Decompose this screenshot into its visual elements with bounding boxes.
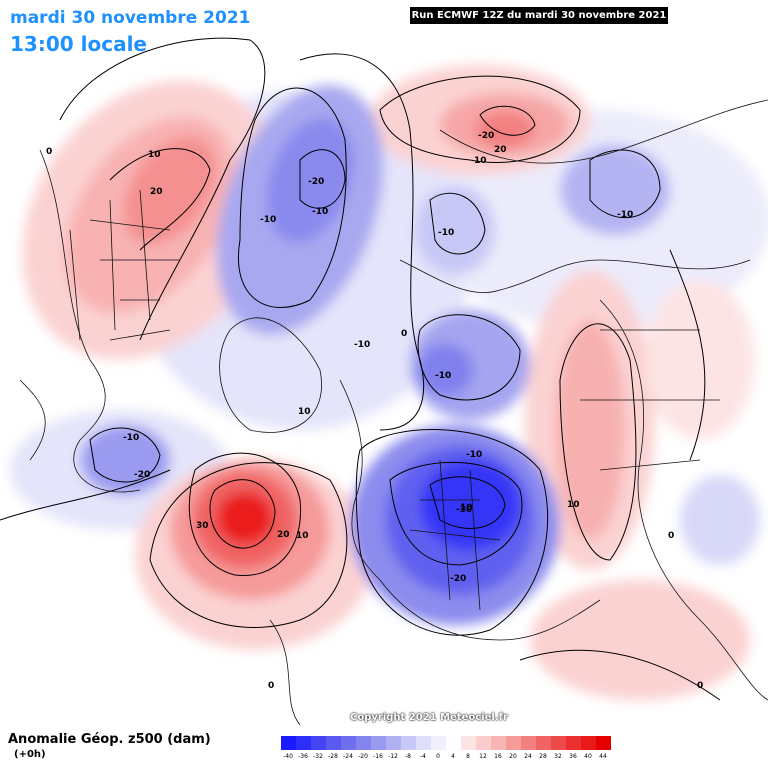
legend-label: -4 bbox=[420, 753, 426, 760]
contour-label: 0 bbox=[46, 147, 52, 157]
legend-label: 28 bbox=[539, 753, 547, 760]
legend-swatch bbox=[311, 736, 326, 750]
legend-label: 8 bbox=[466, 753, 470, 760]
legend-label: 32 bbox=[554, 753, 562, 760]
legend-label: 4 bbox=[451, 753, 455, 760]
contour-label: 0 bbox=[668, 531, 674, 541]
legend-swatch bbox=[596, 736, 611, 750]
legend-label: 12 bbox=[479, 753, 487, 760]
contour-label: 20 bbox=[277, 530, 290, 540]
legend-label: -12 bbox=[388, 753, 398, 760]
forecast-date: mardi 30 novembre 2021 bbox=[10, 8, 251, 28]
contour-label: 0 bbox=[401, 329, 407, 339]
copyright: Copyright 2021 Meteociel.fr bbox=[350, 712, 508, 723]
legend-label: -40 bbox=[283, 753, 293, 760]
legend-swatch bbox=[551, 736, 566, 750]
legend-label: -24 bbox=[343, 753, 353, 760]
contour-label: 10 bbox=[296, 531, 309, 541]
contour-label-group: 0 10 20 -20 -10 -10 10 20 -10 -10 -10 0 … bbox=[46, 145, 703, 691]
contour-label: 30 bbox=[196, 521, 209, 531]
legend-swatch bbox=[341, 736, 356, 750]
contour-label: -10 bbox=[354, 340, 370, 350]
legend-swatch bbox=[446, 736, 461, 750]
model-run-banner: Run ECMWF 12Z du mardi 30 novembre 2021 bbox=[410, 7, 668, 24]
legend-label: -28 bbox=[328, 753, 338, 760]
legend-swatch bbox=[416, 736, 431, 750]
legend-label: 16 bbox=[494, 753, 502, 760]
legend-label: 44 bbox=[599, 753, 607, 760]
anomaly-shading bbox=[10, 65, 768, 700]
contour-label: 10 bbox=[298, 407, 311, 417]
field-title: Anomalie Géop. z500 (dam) bbox=[8, 732, 211, 747]
contour-label: 20 bbox=[150, 187, 163, 197]
legend-label: -8 bbox=[405, 753, 411, 760]
contour-label: -20 bbox=[308, 177, 324, 187]
contour-label: 10 bbox=[474, 156, 487, 166]
legend-swatch bbox=[281, 736, 296, 750]
anomaly-map: 0 10 20 -20 -10 -10 10 20 -10 -10 -10 0 … bbox=[0, 37, 768, 725]
legend-swatch bbox=[386, 736, 401, 750]
legend-swatch bbox=[476, 736, 491, 750]
contour-label: -10 bbox=[260, 215, 276, 225]
legend-label: 36 bbox=[569, 753, 577, 760]
legend-swatch bbox=[326, 736, 341, 750]
contour-label: 20 bbox=[494, 145, 507, 155]
legend-label: 24 bbox=[524, 753, 532, 760]
legend-swatch bbox=[371, 736, 386, 750]
legend-swatch bbox=[521, 736, 536, 750]
legend-swatch bbox=[401, 736, 416, 750]
contour-label: -10 bbox=[435, 371, 451, 381]
forecast-time: 13:00 locale bbox=[10, 32, 147, 56]
legend-label: -32 bbox=[313, 753, 323, 760]
legend-label: 40 bbox=[584, 753, 592, 760]
contour-label: -10 bbox=[466, 450, 482, 460]
contour-label: -20 bbox=[478, 131, 494, 141]
contour-lines bbox=[0, 37, 721, 701]
coastlines bbox=[19, 99, 768, 725]
legend-swatch bbox=[461, 736, 476, 750]
contour-label: -10 bbox=[312, 207, 328, 217]
legend-swatch bbox=[356, 736, 371, 750]
legend-label: -20 bbox=[358, 753, 368, 760]
color-legend bbox=[281, 736, 611, 750]
legend-swatch bbox=[581, 736, 596, 750]
legend-swatch bbox=[506, 736, 521, 750]
legend-swatch bbox=[491, 736, 506, 750]
legend-swatch bbox=[296, 736, 311, 750]
lead-time: (+0h) bbox=[14, 749, 46, 760]
contour-label: 10 bbox=[148, 150, 161, 160]
contour-label: -10 bbox=[123, 433, 139, 443]
legend-label: -36 bbox=[298, 753, 308, 760]
contour-label: -10 bbox=[617, 210, 633, 220]
contour-label: -20 bbox=[134, 470, 150, 480]
legend-labels: -40 -36 -32 -28 -24 -20 -16 -12 -8 -4 0 4 8 12 16 20 24 2… bbox=[281, 753, 626, 763]
contour-label: -30 bbox=[456, 505, 472, 515]
contour-label: 10 bbox=[460, 503, 473, 513]
legend-label: 20 bbox=[509, 753, 517, 760]
contour-label: 0 bbox=[697, 681, 703, 691]
contour-label: 0 bbox=[268, 681, 274, 691]
legend-label: -16 bbox=[373, 753, 383, 760]
legend-swatch bbox=[431, 736, 446, 750]
contour-label: -10 bbox=[438, 228, 454, 238]
legend-swatch bbox=[566, 736, 581, 750]
legend-swatch bbox=[536, 736, 551, 750]
contour-label: 10 bbox=[567, 500, 580, 510]
legend-label: 0 bbox=[436, 753, 440, 760]
contour-label: -20 bbox=[450, 574, 466, 584]
